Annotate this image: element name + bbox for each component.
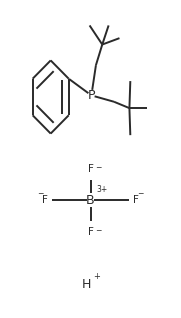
Text: F: F xyxy=(42,195,48,205)
Text: F: F xyxy=(88,164,93,174)
Text: +: + xyxy=(93,272,100,281)
Text: B: B xyxy=(86,194,95,207)
Text: −: − xyxy=(37,189,43,198)
Text: −: − xyxy=(95,226,101,235)
Text: F: F xyxy=(88,227,93,237)
Text: −: − xyxy=(137,189,144,198)
Text: 3+: 3+ xyxy=(96,185,108,194)
Text: F: F xyxy=(133,195,139,205)
Text: −: − xyxy=(95,163,101,172)
Text: P: P xyxy=(88,89,95,102)
Text: H: H xyxy=(82,278,92,291)
